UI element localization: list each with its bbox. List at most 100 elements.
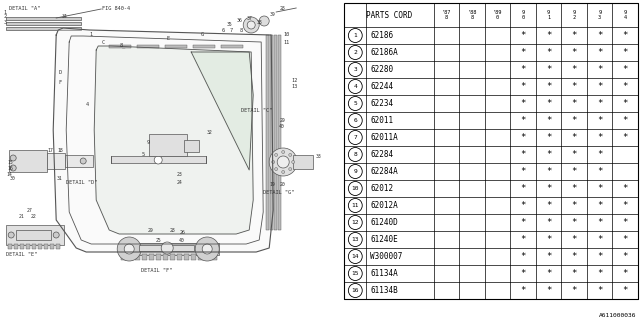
Text: 9: 9: [353, 169, 357, 174]
Bar: [56, 244, 60, 249]
Circle shape: [348, 267, 362, 281]
Bar: [6, 27, 81, 30]
Text: 18: 18: [57, 148, 63, 153]
Text: *: *: [623, 201, 628, 210]
Bar: [16, 230, 51, 240]
Bar: [212, 254, 217, 260]
Bar: [149, 254, 154, 260]
Text: *: *: [597, 65, 602, 74]
Text: 25: 25: [156, 237, 161, 243]
Text: 40: 40: [279, 124, 285, 130]
Text: 9
1: 9 1: [547, 10, 550, 20]
Text: 62280: 62280: [370, 65, 394, 74]
Text: 33: 33: [316, 155, 321, 159]
Text: 12: 12: [291, 77, 298, 83]
Circle shape: [53, 232, 60, 238]
Text: 61240D: 61240D: [370, 218, 398, 227]
Circle shape: [202, 244, 212, 254]
Bar: [191, 254, 196, 260]
Circle shape: [80, 158, 86, 164]
Circle shape: [154, 156, 162, 164]
Text: *: *: [623, 31, 628, 40]
Text: 32: 32: [206, 130, 212, 134]
Text: 5: 5: [353, 101, 357, 106]
Text: 39: 39: [269, 12, 275, 17]
Bar: [65, 155, 93, 167]
Text: 34: 34: [61, 14, 67, 20]
Circle shape: [269, 148, 297, 176]
Text: 40: 40: [179, 237, 185, 243]
Text: 27: 27: [26, 207, 32, 212]
Text: 16: 16: [351, 288, 359, 293]
Text: *: *: [623, 184, 628, 193]
Text: 9
4: 9 4: [624, 10, 627, 20]
Circle shape: [348, 198, 362, 212]
Text: 62011A: 62011A: [370, 133, 398, 142]
Text: 6: 6: [353, 118, 357, 123]
Text: *: *: [520, 252, 525, 261]
Bar: [8, 244, 12, 249]
Text: *: *: [597, 48, 602, 57]
Circle shape: [348, 28, 362, 43]
Circle shape: [275, 153, 278, 156]
Text: A611000036: A611000036: [598, 313, 636, 318]
Text: 12: 12: [351, 220, 359, 225]
Text: *: *: [597, 167, 602, 176]
Circle shape: [348, 114, 362, 127]
Text: *: *: [520, 150, 525, 159]
Bar: [140, 245, 194, 251]
Bar: [149, 134, 188, 156]
Text: *: *: [546, 218, 551, 227]
Text: *: *: [520, 31, 525, 40]
Text: *: *: [572, 201, 577, 210]
Bar: [9, 150, 47, 172]
Text: DETAIL "C": DETAIL "C": [241, 108, 273, 113]
Text: *: *: [623, 48, 628, 57]
Text: 38: 38: [256, 20, 262, 25]
Text: *: *: [520, 167, 525, 176]
Text: 29: 29: [279, 117, 285, 123]
Text: *: *: [572, 235, 577, 244]
Text: G: G: [201, 31, 204, 36]
Text: 8: 8: [239, 28, 243, 34]
Circle shape: [277, 156, 289, 168]
Text: 62234: 62234: [370, 99, 394, 108]
Text: 15: 15: [7, 159, 13, 164]
Text: *: *: [546, 286, 551, 295]
Text: 1: 1: [3, 10, 6, 14]
Text: *: *: [546, 99, 551, 108]
Bar: [121, 254, 126, 260]
Text: *: *: [572, 65, 577, 74]
Text: 62011: 62011: [370, 116, 394, 125]
Bar: [14, 244, 18, 249]
Circle shape: [348, 148, 362, 162]
Text: 29: 29: [147, 228, 153, 233]
Bar: [165, 45, 188, 48]
Text: C: C: [101, 39, 104, 44]
Text: *: *: [546, 48, 551, 57]
Text: 62186A: 62186A: [370, 48, 398, 57]
Text: W300007: W300007: [370, 252, 403, 261]
Text: *: *: [623, 269, 628, 278]
Circle shape: [348, 233, 362, 246]
Bar: [221, 45, 243, 48]
Text: *: *: [597, 184, 602, 193]
Text: 24: 24: [176, 180, 182, 185]
Text: *: *: [597, 99, 602, 108]
Text: 16: 16: [7, 166, 13, 172]
Text: *: *: [546, 133, 551, 142]
Text: *: *: [520, 235, 525, 244]
Bar: [193, 45, 215, 48]
Text: *: *: [572, 48, 577, 57]
Text: *: *: [597, 31, 602, 40]
Text: 62012A: 62012A: [370, 201, 398, 210]
Text: *: *: [546, 269, 551, 278]
Circle shape: [10, 165, 16, 171]
Circle shape: [289, 153, 292, 156]
Text: *: *: [520, 99, 525, 108]
Text: *: *: [597, 286, 602, 295]
Circle shape: [292, 161, 294, 164]
Text: 1: 1: [353, 33, 357, 38]
Bar: [50, 244, 54, 249]
Text: *: *: [520, 286, 525, 295]
